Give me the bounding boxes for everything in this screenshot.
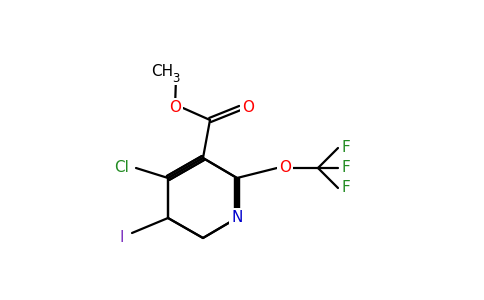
Text: O: O xyxy=(279,160,291,175)
Text: F: F xyxy=(342,181,350,196)
Text: I: I xyxy=(120,230,124,245)
Text: F: F xyxy=(342,140,350,155)
Text: O: O xyxy=(169,100,181,116)
Text: 3: 3 xyxy=(172,71,180,85)
Text: N: N xyxy=(231,211,242,226)
Text: F: F xyxy=(342,160,350,175)
Text: O: O xyxy=(242,100,254,116)
Text: CH: CH xyxy=(151,64,173,80)
Text: Cl: Cl xyxy=(115,160,129,175)
